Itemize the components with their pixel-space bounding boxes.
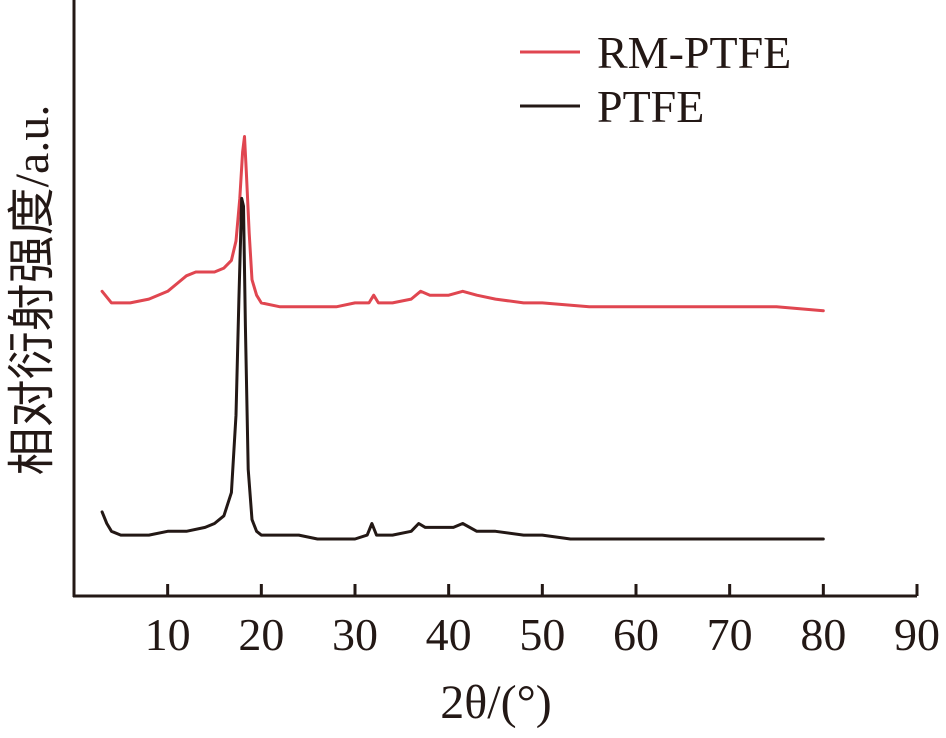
x-tick-label-70: 70 bbox=[707, 609, 753, 660]
series-line-ptfe bbox=[100, 196, 825, 541]
x-tick-label-20: 20 bbox=[238, 609, 284, 660]
y-axis-title: 相对衍射强度/a.u. bbox=[6, 105, 59, 476]
legend-label-rm-ptfe: RM-PTFE bbox=[597, 27, 791, 78]
x-tick-label-50: 50 bbox=[519, 609, 565, 660]
x-tick-label-80: 80 bbox=[800, 609, 846, 660]
x-tick-label-30: 30 bbox=[332, 609, 378, 660]
x-tick-label-10: 10 bbox=[145, 609, 191, 660]
x-axis-title: 2θ/(°) bbox=[440, 676, 552, 729]
plot-lines bbox=[100, 135, 825, 541]
x-tick-labels: 10 20 30 40 50 60 70 80 90 bbox=[145, 609, 940, 660]
series-line-rm-ptfe bbox=[100, 135, 825, 313]
x-tick-label-60: 60 bbox=[613, 609, 659, 660]
x-tick-label-90: 90 bbox=[894, 609, 940, 660]
x-tick-label-40: 40 bbox=[426, 609, 472, 660]
x-ticks bbox=[166, 584, 919, 596]
legend-label-ptfe: PTFE bbox=[597, 81, 704, 132]
